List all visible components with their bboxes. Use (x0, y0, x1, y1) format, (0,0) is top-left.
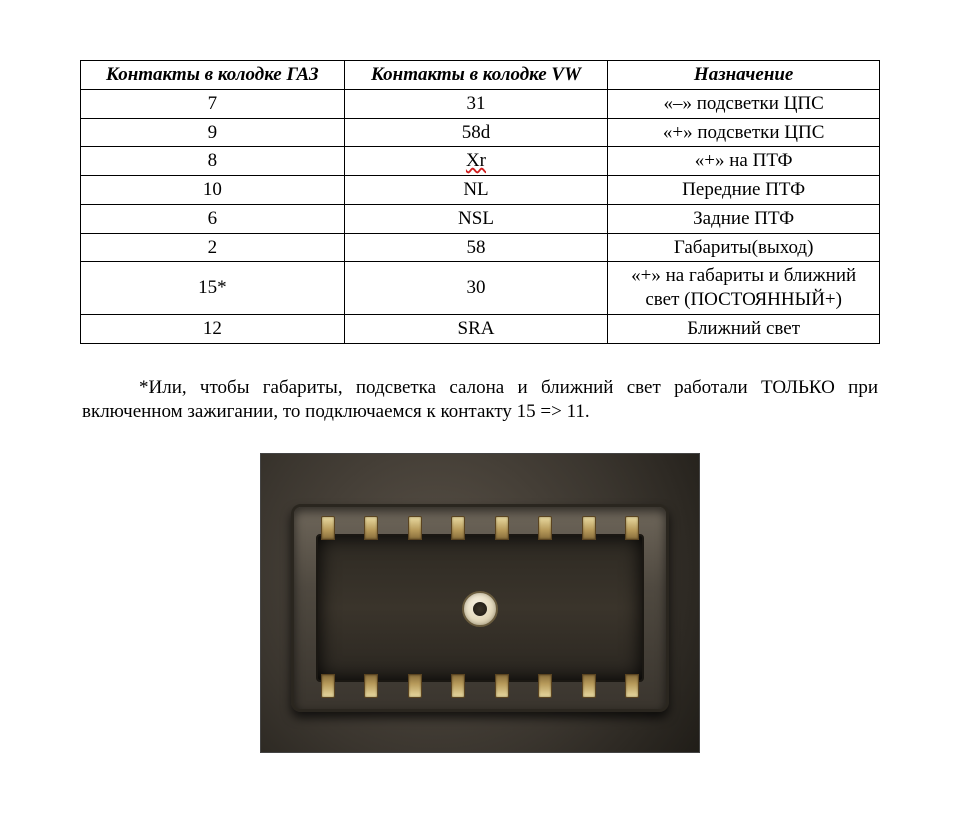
pin-icon (408, 674, 422, 698)
cell-gaz: 7 (81, 89, 345, 118)
pin-icon (364, 674, 378, 698)
table-row: 2 58 Габариты(выход) (81, 233, 880, 262)
cell-vw: NSL (344, 204, 608, 233)
col-header-desc: Назначение (608, 61, 880, 90)
cell-desc: «+» на габариты и ближний свет (ПОСТОЯНН… (608, 262, 880, 315)
cell-gaz: 10 (81, 176, 345, 205)
pin-icon (625, 674, 639, 698)
table-row: 15* 30 «+» на габариты и ближний свет (П… (81, 262, 880, 315)
pin-icon (495, 516, 509, 540)
table-row: 9 58d «+» подсветки ЦПС (81, 118, 880, 147)
cell-gaz: 6 (81, 204, 345, 233)
pin-row-top (321, 514, 639, 540)
col-header-gaz: Контакты в колодке ГАЗ (81, 61, 345, 90)
cell-gaz: 8 (81, 147, 345, 176)
center-spline-icon (462, 591, 498, 627)
table-row: 8 Xr «+» на ПТФ (81, 147, 880, 176)
cell-vw: SRA (344, 314, 608, 343)
pin-icon (582, 674, 596, 698)
table-row: 10 NL Передние ПТФ (81, 176, 880, 205)
pin-icon (538, 674, 552, 698)
table-row: 7 31 «–» подсветки ЦПС (81, 89, 880, 118)
photo-wrapper (80, 453, 880, 753)
contacts-table: Контакты в колодке ГАЗ Контакты в колодк… (80, 60, 880, 344)
cell-vw: 58 (344, 233, 608, 262)
pin-icon (495, 674, 509, 698)
pin-icon (451, 674, 465, 698)
cell-vw: 58d (344, 118, 608, 147)
connector-photo (260, 453, 700, 753)
footnote-text: *Или, чтобы габариты, подсветка салона и… (80, 376, 880, 425)
cell-vw: 30 (344, 262, 608, 315)
pin-icon (321, 516, 335, 540)
table-row: 12 SRA Ближний свет (81, 314, 880, 343)
pin-icon (538, 516, 552, 540)
pin-icon (321, 674, 335, 698)
col-header-vw: Контакты в колодке VW (344, 61, 608, 90)
table-row: 6 NSL Задние ПТФ (81, 204, 880, 233)
cell-vw: NL (344, 176, 608, 205)
cell-vw: 31 (344, 89, 608, 118)
pin-icon (582, 516, 596, 540)
table-body: 7 31 «–» подсветки ЦПС 9 58d «+» подсвет… (81, 89, 880, 343)
table-header-row: Контакты в колодке ГАЗ Контакты в колодк… (81, 61, 880, 90)
cell-desc: Габариты(выход) (608, 233, 880, 262)
cell-gaz: 9 (81, 118, 345, 147)
cell-gaz: 12 (81, 314, 345, 343)
cell-desc: «–» подсветки ЦПС (608, 89, 880, 118)
pin-icon (625, 516, 639, 540)
pin-icon (451, 516, 465, 540)
cell-desc: Ближний свет (608, 314, 880, 343)
cell-vw: Xr (344, 147, 608, 176)
cell-gaz: 15* (81, 262, 345, 315)
document-page: Контакты в колодке ГАЗ Контакты в колодк… (0, 0, 960, 836)
pin-row-bottom (321, 674, 639, 700)
cell-desc: «+» подсветки ЦПС (608, 118, 880, 147)
pin-icon (408, 516, 422, 540)
cell-desc: Задние ПТФ (608, 204, 880, 233)
cell-desc: «+» на ПТФ (608, 147, 880, 176)
pin-icon (364, 516, 378, 540)
cell-desc: Передние ПТФ (608, 176, 880, 205)
cell-vw-wavy: Xr (466, 150, 486, 171)
cell-gaz: 2 (81, 233, 345, 262)
